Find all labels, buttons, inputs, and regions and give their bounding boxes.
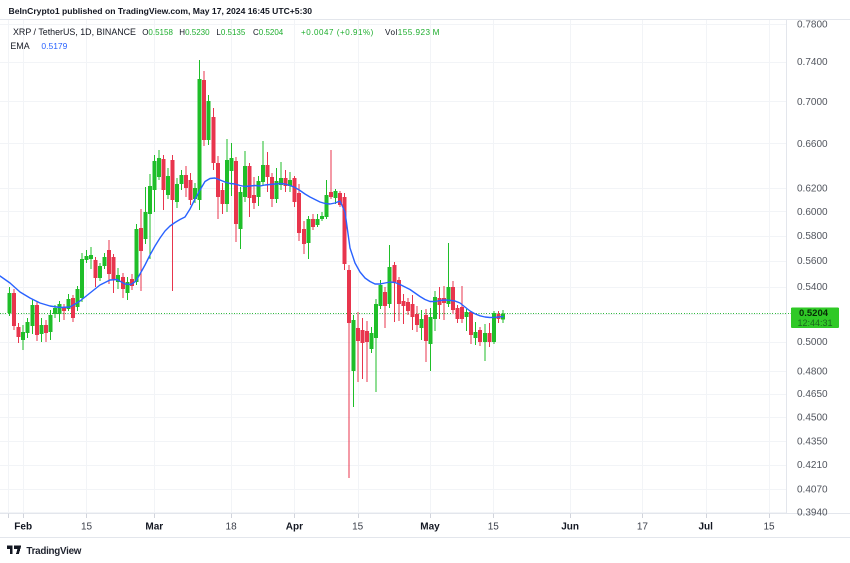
svg-text:0.7000: 0.7000 bbox=[797, 97, 828, 108]
svg-text:0.6600: 0.6600 bbox=[797, 139, 828, 150]
svg-text:Apr: Apr bbox=[286, 522, 303, 533]
svg-text:0.5204: 0.5204 bbox=[799, 308, 829, 319]
svg-text:0.5800: 0.5800 bbox=[797, 231, 828, 242]
svg-text:0.6000: 0.6000 bbox=[797, 207, 828, 218]
svg-text:15: 15 bbox=[81, 522, 93, 533]
svg-text:0.4210: 0.4210 bbox=[797, 460, 828, 471]
svg-text:12:44:31: 12:44:31 bbox=[797, 318, 832, 328]
svg-text:0.4070: 0.4070 bbox=[797, 484, 828, 495]
svg-text:0.7800: 0.7800 bbox=[797, 20, 828, 31]
svg-text:May: May bbox=[420, 522, 440, 533]
svg-text:0.4500: 0.4500 bbox=[797, 413, 828, 424]
svg-text:0.5400: 0.5400 bbox=[797, 282, 828, 293]
svg-text:Mar: Mar bbox=[145, 522, 163, 533]
svg-text:0.7400: 0.7400 bbox=[797, 57, 828, 68]
svg-text:18: 18 bbox=[226, 522, 238, 533]
svg-text:0.4800: 0.4800 bbox=[797, 366, 828, 377]
svg-text:0.4650: 0.4650 bbox=[797, 389, 828, 400]
svg-text:0.5000: 0.5000 bbox=[797, 337, 828, 348]
svg-text:15: 15 bbox=[352, 522, 364, 533]
svg-text:0.5600: 0.5600 bbox=[797, 256, 828, 267]
svg-text:TradingView: TradingView bbox=[26, 546, 81, 557]
svg-text:15: 15 bbox=[763, 522, 775, 533]
svg-text:15: 15 bbox=[488, 522, 500, 533]
svg-text:0.4350: 0.4350 bbox=[797, 437, 828, 448]
svg-text:0.6200: 0.6200 bbox=[797, 184, 828, 195]
svg-text:0.3940: 0.3940 bbox=[797, 508, 828, 519]
svg-text:Feb: Feb bbox=[14, 522, 32, 533]
svg-text:Jun: Jun bbox=[561, 522, 579, 533]
svg-text:17: 17 bbox=[637, 522, 649, 533]
svg-text:Jul: Jul bbox=[698, 522, 713, 533]
